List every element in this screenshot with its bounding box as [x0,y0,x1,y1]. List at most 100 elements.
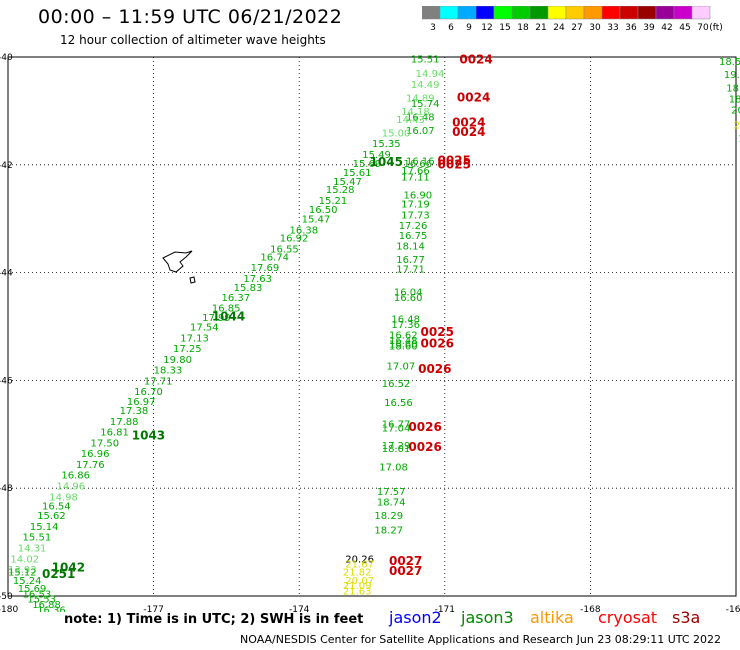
lon-tick-label: -174 [289,605,310,612]
wave-height-value: 15.24 [13,576,42,587]
wave-height-value: 15.28 [326,185,355,196]
satellite-legend-s3a: s3a [672,608,701,627]
color-legend: 3 6 9 12 15 18 21 24 27 30 33 36 39 42 45 70 (ft) [422,6,723,32]
wave-height-value: 16.97 [127,397,156,408]
time-label: 0027 [389,554,422,568]
wave-height-value: 16.81 [100,428,129,439]
time-label: 1044 [212,310,245,324]
wave-height-value: 16.96 [81,449,110,460]
wave-height-value: 18.27 [374,526,403,537]
lon-tick-label: -180 [0,605,18,612]
credit-text: NOAA/NESDIS Center for Satellite Applica… [240,633,722,646]
wave-height-value: 16.60 [389,340,418,351]
wave-height-value: 17.66 [401,166,430,177]
wave-height-value: 13.93 [8,565,37,576]
wave-height-value: 16.07 [406,126,435,137]
wave-height-value: 19.80 [163,355,192,366]
wave-height-value: 17.54 [190,323,219,334]
lat-tick-label: -44 [0,269,13,279]
time-label: 0024 [459,53,492,67]
colorbar-label: 9 [466,23,472,32]
colorbar-unit: (ft) [709,23,723,32]
wave-height-value: 16.62 [389,331,418,342]
colorbar-label: 70 [697,23,709,32]
map-grid [7,56,737,597]
wave-height-value: 17.38 [120,406,149,417]
wave-height-map: -40 -42 -44 -46 -48 -50 -180 -177 -174 -171 -168 -1… [0,53,740,612]
wave-height-value: 17.08 [379,463,408,474]
wave-height-value: 16.54 [42,501,71,512]
wave-height-value: 16.70 [134,387,163,398]
wave-height-value: 16.50 [309,205,338,216]
wave-height-value: 18.62 [726,84,740,95]
lat-tick-label: -50 [0,592,13,602]
wave-height-value: 20.07 [345,576,374,587]
wave-height-value: 17.69 [251,263,280,274]
wave-height-value: 21.67 [345,560,374,571]
wave-height-value: 17.71 [144,376,173,387]
colorbar-label: 42 [661,23,672,32]
note-text: note: 1) Time is in UTC; 2) SWH is in fe… [64,612,364,627]
wave-height-value: 16.48 [406,112,435,123]
time-label: 0025 [438,153,471,167]
wave-height-value: 15.51 [23,533,52,544]
wave-height-value: 16.53 [23,589,52,600]
lon-tick-label: -165 [726,605,740,612]
wave-height-value: 17.88 [110,417,139,428]
wave-height-value: 14.96 [57,482,86,493]
wave-height-value: 15.12 [8,568,37,579]
wave-height-value: 15.62 [37,511,66,522]
wave-height-value: 16.37 [222,293,251,304]
wave-height-value: 15.21 [319,196,348,207]
wave-height-value: 16.55 [270,244,299,255]
time-label: 0026 [421,337,454,351]
colorbar-label: 45 [679,23,690,32]
map-title: 00:00 – 11:59 UTC 06/21/2022 [38,6,343,28]
wave-height-value: 16.92 [280,234,309,245]
wave-height-value: 15.53 [27,595,56,606]
wave-height-value: 15.74 [411,99,440,110]
wave-height-value: 14.18 [401,107,430,118]
wave-height-value: 17.26 [399,221,428,232]
wave-height-value: 16.56 [384,398,413,409]
time-label: 0027 [389,564,422,578]
satellite-legend-altika: altika [530,608,574,627]
wave-height-value: 16.75 [399,231,428,242]
time-label: 0026 [408,440,441,454]
wave-height-value: 17.57 [377,487,406,498]
colorbar-label: 6 [448,23,454,32]
time-label: 0025 [421,325,454,339]
wave-height-value: 14.31 [18,543,47,554]
wave-height-value: 16.16 [406,156,435,167]
wave-height-value: 17.71 [396,264,425,275]
wave-height-value: 18.01 [382,444,411,455]
colorbar-label: 18 [517,23,529,32]
wave-height-value: 14.02 [10,554,39,565]
colorbar-label: 27 [571,23,582,32]
wave-height-value: 16.48 [391,314,420,325]
wave-height-value: 15.47 [333,177,362,188]
colorbar-label: 39 [643,23,655,32]
wave-height-value: 16.85 [212,304,241,315]
wave-height-value: 16.60 [394,293,423,304]
wave-height-value: 14.98 [49,492,78,503]
wave-height-value: 18.60 [389,341,418,352]
wave-height-value: 16.04 [394,287,423,298]
time-label: 1043 [132,428,165,442]
wave-height-value: 17.11 [401,173,430,184]
wave-height-value: 18.14 [396,242,425,253]
colorbar-label: 15 [499,23,510,32]
wave-height-value: 16.38 [289,225,318,236]
wave-height-value: 17.04 [382,423,411,434]
wave-height-value: 14.43 [396,115,425,126]
wave-height-value: 20.26 [345,554,374,565]
colorbar-swatch [691,6,711,20]
time-label: 0024 [452,116,485,130]
wave-height-value: 15.61 [343,168,372,179]
wave-height-value: 16.90 [404,190,433,201]
wave-height-value: 16.88 [32,600,61,611]
wave-height-value: 15.69 [18,584,47,595]
lon-tick-label: -168 [580,605,601,612]
map-subtitle: 12 hour collection of altimeter wave hei… [60,33,326,47]
wave-height-value: 17.19 [401,200,430,211]
